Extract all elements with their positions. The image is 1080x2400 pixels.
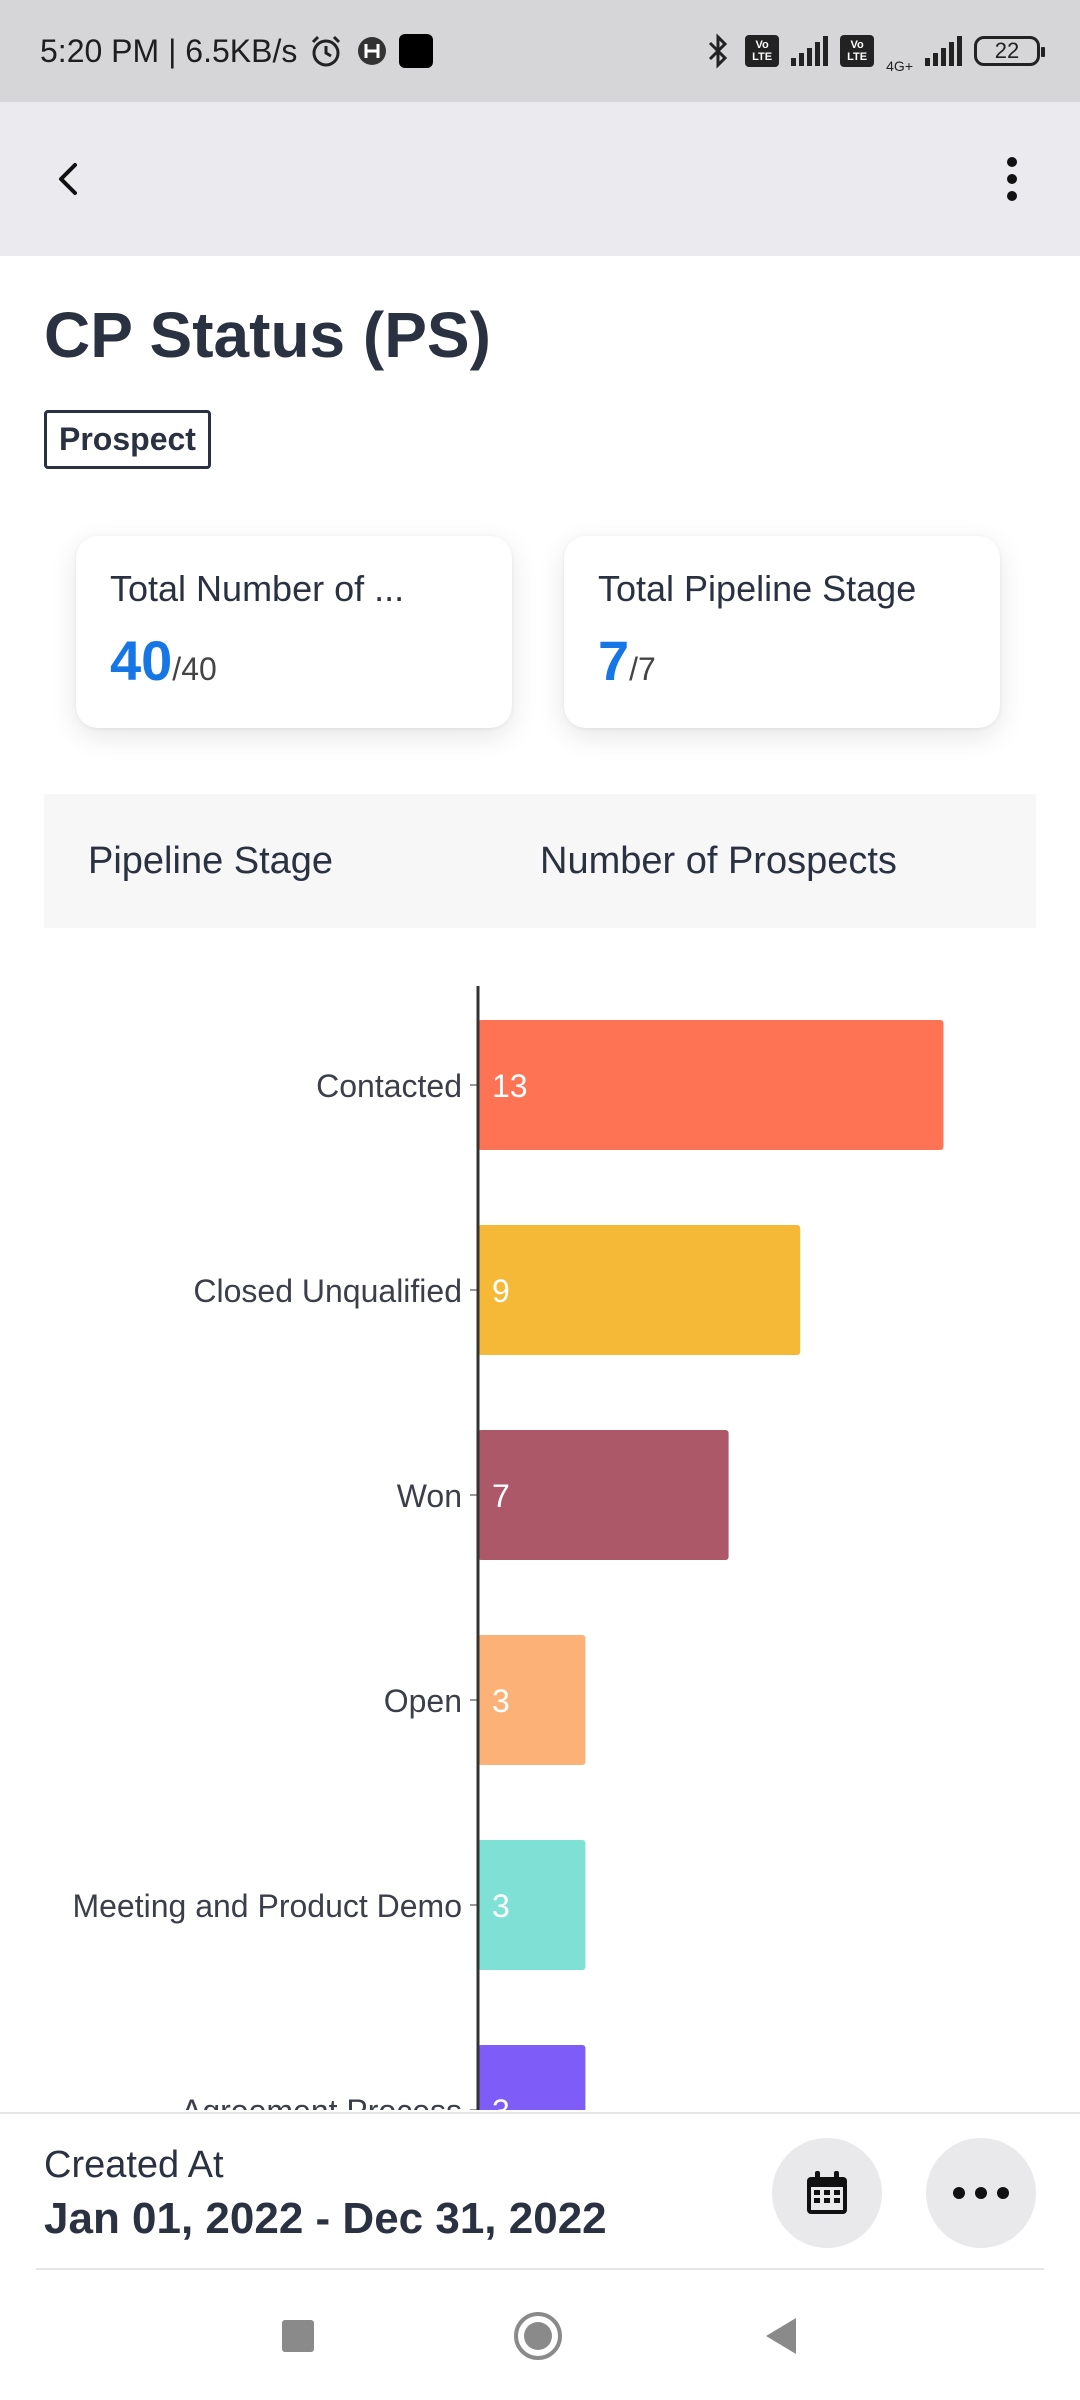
bar-value-label: 9 (492, 1273, 510, 1309)
system-nav-bar (0, 2276, 1080, 2400)
calendar-button[interactable] (772, 2138, 882, 2248)
y-axis-label: Meeting and Product Demo (72, 1888, 462, 1924)
status-bar: 5:20 PM | 6.5KB/s Vo LTE Vo LTE 4G+ 22 (0, 0, 1080, 102)
back-button[interactable] (40, 151, 96, 207)
calendar-icon (807, 2171, 847, 2214)
app-notification-icon (355, 34, 389, 68)
volte-icon: Vo LTE (745, 35, 780, 67)
more-options-button[interactable] (984, 151, 1040, 207)
page-title: CP Status (PS) (44, 299, 491, 371)
volte-icon-2: Vo LTE (840, 35, 875, 67)
chart-bar[interactable] (478, 1020, 944, 1150)
alarm-icon (307, 32, 345, 70)
chevron-left-icon (59, 163, 77, 195)
chart-bar[interactable] (478, 2045, 586, 2110)
app-bar (0, 102, 1080, 256)
recents-button[interactable] (280, 2318, 316, 2359)
app-square-icon (399, 34, 434, 68)
bar-value-label: 3 (492, 1888, 510, 1924)
kpi-title: Total Pipeline Stage (598, 568, 917, 609)
date-filter-bar: Created At Jan 01, 2022 - Dec 31, 2022 (0, 2112, 1080, 2274)
pipeline-bar-chart: Contacted 13 Closed Unqualified 9 Won 7 Open 3 M… (0, 960, 1080, 2110)
circle-icon (514, 2311, 562, 2360)
type-badge: Prospect (44, 410, 211, 469)
kpi-total: /40 (172, 651, 217, 687)
status-right: Vo LTE Vo LTE 4G+ 22 (703, 28, 1045, 74)
column-header-number-of-prospects: Number of Prospects (540, 839, 897, 882)
y-axis-label: Closed Unqualified (193, 1273, 462, 1309)
more-actions-button[interactable] (926, 2138, 1036, 2248)
kpi-value-row: 40/40 (110, 628, 478, 693)
kpi-total: /7 (629, 651, 656, 687)
square-icon (282, 2319, 314, 2352)
bluetooth-icon (703, 32, 733, 70)
kpi-value: 7 (598, 629, 630, 692)
kpi-title: Total Number of ... (110, 568, 405, 609)
status-time-speed: 5:20 PM | 6.5KB/s (40, 32, 298, 69)
kpi-value-row: 7/7 (598, 628, 966, 693)
y-axis-label: Won (397, 1478, 462, 1514)
battery-icon: 22 (974, 36, 1045, 66)
kpi-card-total-pipeline-stage[interactable]: Total Pipeline Stage 7/7 (564, 536, 1000, 728)
chart-bar[interactable] (478, 1635, 586, 1765)
signal-icon-2 (925, 36, 962, 66)
system-back-button[interactable] (760, 2315, 800, 2362)
network-type: 4G+ (886, 58, 913, 74)
home-button[interactable] (512, 2310, 564, 2367)
chart-bar[interactable] (478, 1840, 586, 1970)
more-vertical-icon (1007, 157, 1017, 201)
bar-value-label: 3 (492, 2093, 510, 2110)
bar-value-label: 3 (492, 1683, 510, 1719)
table-header: Pipeline Stage Number of Prospects (44, 794, 1036, 928)
bar-value-label: 13 (492, 1068, 528, 1104)
signal-icon (791, 36, 829, 66)
y-axis-label: Open (384, 1683, 462, 1719)
y-axis-label: Agreement Process (181, 2093, 462, 2110)
created-at-range: Jan 01, 2022 - Dec 31, 2022 (44, 2194, 607, 2243)
footer-divider (36, 2268, 1044, 2270)
column-header-pipeline-stage: Pipeline Stage (88, 839, 334, 882)
bar-value-label: 7 (492, 1478, 510, 1514)
chart-bar[interactable] (478, 1225, 801, 1355)
kpi-value: 40 (110, 629, 173, 692)
created-at-label: Created At (44, 2144, 224, 2186)
status-left: 5:20 PM | 6.5KB/s (40, 32, 434, 70)
kpi-card-total-number[interactable]: Total Number of ... 40/40 (76, 536, 512, 728)
chart-bar[interactable] (478, 1430, 729, 1560)
more-horizontal-icon (953, 2187, 1009, 2199)
triangle-back-icon (766, 2317, 796, 2354)
battery-level: 22 (994, 38, 1020, 63)
y-axis-label: Contacted (316, 1068, 462, 1104)
